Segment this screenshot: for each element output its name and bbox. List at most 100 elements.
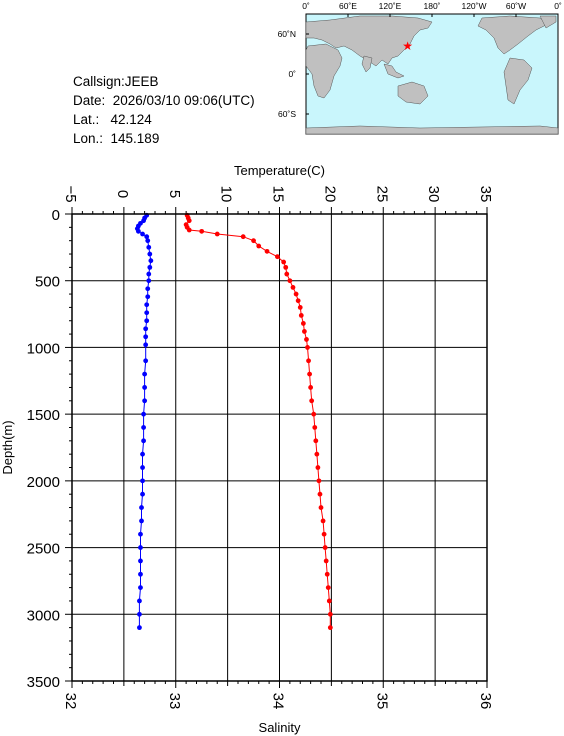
salinity-point: [146, 278, 152, 284]
top-tick-label: −5: [62, 185, 79, 202]
temperature-point: [327, 625, 333, 631]
salinity-point: [140, 491, 145, 497]
salinity-point: [138, 571, 143, 577]
salinity-point: [140, 478, 145, 484]
salinity-point: [137, 625, 142, 631]
map-lat-label: 60˚N: [278, 29, 296, 39]
temperature-point: [311, 411, 317, 417]
longitude-text: Lon.: 145.189: [73, 131, 160, 146]
left-tick-label: 0: [52, 207, 60, 224]
left-tick-label: 500: [35, 274, 60, 291]
temperature-point: [325, 585, 331, 590]
top-tick-label: 20: [321, 186, 338, 203]
temperature-point: [283, 264, 289, 270]
salinity-point: [143, 326, 149, 332]
left-tick-label: 2500: [27, 541, 60, 558]
temperature-point: [327, 611, 333, 617]
map-lon-label: 0˚: [554, 1, 562, 11]
map-lon-label: 0˚: [302, 1, 310, 11]
salinity-point: [141, 411, 146, 417]
salinity-point: [140, 231, 145, 237]
map-lon-label: 120˚E: [379, 1, 402, 11]
salinity-point: [138, 545, 143, 550]
temperature-point: [184, 224, 190, 230]
temperature-point: [186, 218, 192, 224]
temperature-point: [199, 228, 205, 234]
salinity-point: [143, 342, 149, 348]
temperature-point: [324, 571, 330, 577]
temperature-point: [307, 371, 312, 377]
left-tick-label: 3500: [27, 674, 60, 691]
temperature-point: [293, 291, 299, 297]
bottom-tick-label: 32: [62, 693, 79, 710]
map-lat-label: 0˚: [288, 69, 296, 79]
left-tick-label: 3000: [27, 607, 60, 624]
salinity-point: [137, 611, 142, 617]
temperature-point: [295, 298, 301, 304]
salinity-point: [139, 518, 144, 524]
plot-frame: [71, 213, 488, 682]
left-tick-label: 1500: [27, 407, 60, 424]
bottom-tick-label: 35: [373, 693, 390, 710]
salinity-point: [137, 598, 142, 604]
salinity-point: [136, 228, 141, 234]
temperature-point: [322, 545, 328, 550]
temperature-point: [275, 254, 280, 260]
salinity-point: [138, 585, 143, 590]
top-tick-label: 30: [425, 186, 442, 203]
salinity-point: [142, 371, 148, 377]
salinity-point: [145, 238, 151, 244]
salinity-point: [144, 310, 150, 316]
temperature-point: [297, 305, 303, 310]
salinity-point: [142, 215, 148, 221]
temperature-point: [183, 222, 189, 228]
salinity-point: [144, 212, 150, 218]
top-tick-label: 25: [373, 186, 390, 203]
temperature-point: [306, 358, 311, 364]
salinity-point: [146, 271, 152, 277]
salinity-point: [138, 220, 143, 226]
salinity-point: [134, 226, 140, 232]
temperature-point: [313, 438, 319, 444]
salinity-point: [144, 318, 150, 324]
salinity-point: [142, 398, 148, 404]
temperature-point: [314, 451, 320, 457]
temperature-point: [281, 259, 287, 265]
temperature-point: [318, 505, 324, 510]
salinity-point: [139, 505, 144, 510]
temperature-point: [317, 491, 323, 497]
temperature-point: [185, 215, 191, 221]
salinity-line: [136, 214, 152, 628]
temperature-point: [284, 271, 290, 277]
temperature-point: [264, 248, 270, 254]
location-map: 0˚ 60˚E 120˚E 180˚ 120˚W 60˚W 0˚ 60˚N 0˚ 60˚S ★: [278, 1, 562, 135]
map-lon-label: 180˚: [423, 1, 440, 11]
salinity-point: [141, 425, 146, 430]
salinity-point: [141, 218, 146, 224]
map-lat-label: 60˚S: [278, 109, 296, 119]
temperature-point: [290, 284, 296, 290]
temperature-point: [323, 558, 329, 564]
temperature-point: [240, 234, 246, 240]
salinity-point: [141, 438, 146, 444]
temperature-point: [326, 598, 332, 604]
temperature-point: [298, 313, 304, 318]
salinity-point: [140, 465, 145, 470]
top-tick-label: 0: [114, 190, 131, 198]
station-info: Callsign:JEEB Date: 2026/03/10 09:06(UTC…: [73, 72, 255, 148]
top-axis-title: Temperature(C): [234, 163, 325, 178]
salinity-point: [148, 258, 154, 264]
salinity-point: [146, 244, 152, 250]
map-location-marker: ★: [402, 39, 413, 53]
temperature-point: [214, 231, 220, 237]
temperature-point: [300, 321, 306, 326]
top-tick-label: 35: [477, 186, 494, 203]
map-lon-label: 60˚W: [506, 1, 526, 11]
date-text: Date: 2026/03/10 09:06(UTC): [73, 93, 255, 108]
bottom-tick-label: 33: [166, 693, 183, 710]
bottom-tick-label: 36: [477, 693, 494, 710]
temperature-point: [316, 478, 322, 484]
left-tick-label: 1000: [27, 340, 60, 357]
temperature-point: [312, 425, 318, 430]
salinity-point: [145, 294, 151, 300]
